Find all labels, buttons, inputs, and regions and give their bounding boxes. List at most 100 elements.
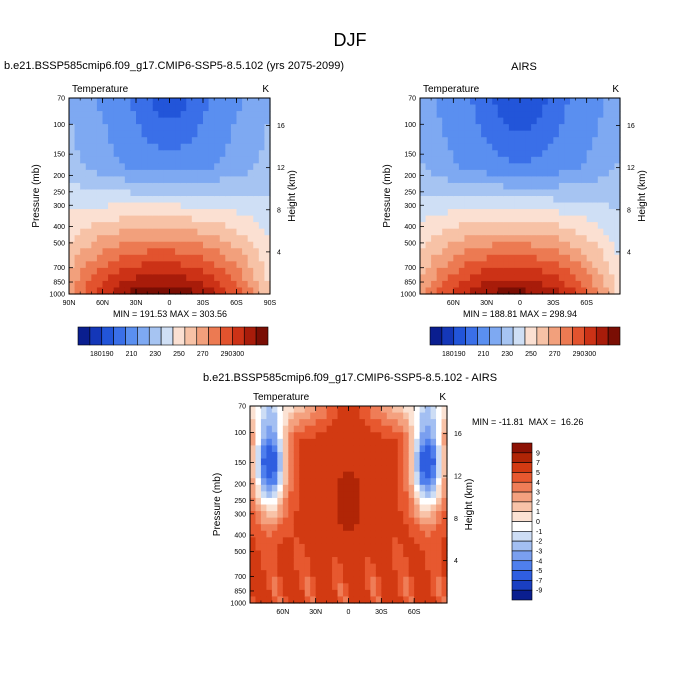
heatmap-cell <box>247 104 254 112</box>
heatmap-cell <box>436 254 443 262</box>
heatmap-cell <box>386 465 393 473</box>
heatmap-cell <box>175 189 182 197</box>
heatmap-cell <box>332 517 339 525</box>
heatmap-cell <box>337 412 344 420</box>
heatmap-cell <box>497 130 504 138</box>
heatmap-cell <box>370 491 377 499</box>
heatmap-cell <box>592 163 599 171</box>
heatmap-cell <box>197 156 204 164</box>
heatmap-cell <box>575 222 582 230</box>
heatmap-cell <box>113 215 120 223</box>
heatmap-cell <box>152 222 159 230</box>
heatmap-cell <box>386 583 393 591</box>
heatmap-cell <box>102 104 109 112</box>
heatmap-cell <box>260 406 268 414</box>
heatmap-cell <box>442 222 449 230</box>
heatmap-cell <box>197 130 204 138</box>
heatmap-cell <box>288 524 295 532</box>
heatmap-cell <box>315 432 322 440</box>
heatmap-cell <box>141 222 148 230</box>
panel-obs-stats: MIN = 188.81 MAX = 298.94 <box>463 309 577 319</box>
heatmap-cell <box>425 196 432 204</box>
heatmap-cell <box>163 143 171 151</box>
heatmap-cell <box>337 491 344 499</box>
heatmap-cell <box>475 98 482 106</box>
heatmap-cell <box>553 209 560 217</box>
heatmap-cell <box>408 419 415 427</box>
heatmap-cell <box>419 557 426 565</box>
figure-title: DJF <box>333 30 367 50</box>
heatmap-cell <box>359 517 366 525</box>
heatmap-cell <box>481 222 488 230</box>
heatmap-cell <box>208 130 215 138</box>
heatmap-cell <box>475 287 482 295</box>
heatmap-cell <box>266 596 273 604</box>
heatmap-cell <box>453 254 460 262</box>
heatmap-cell <box>74 169 81 177</box>
heatmap-cell <box>481 254 488 262</box>
heatmap-cell <box>326 524 333 532</box>
heatmap-cell <box>186 169 193 177</box>
heatmap-cell <box>277 451 284 460</box>
heatmap-cell <box>481 189 488 197</box>
heatmap-cell <box>547 143 554 151</box>
heatmap-cell <box>277 484 284 492</box>
heatmap-cell <box>197 117 204 125</box>
heatmap-cell <box>414 563 421 571</box>
heatmap-cell <box>447 235 454 243</box>
heatmap-cell <box>136 274 143 282</box>
colorbar-box <box>441 326 455 346</box>
height-tick-label: 12 <box>277 165 285 172</box>
heatmap-cell <box>441 419 448 427</box>
heatmap-cell <box>96 254 104 262</box>
heatmap-cell <box>152 196 159 204</box>
heatmap-cell <box>436 451 443 460</box>
heatmap-cell <box>197 150 204 158</box>
heatmap-cell <box>581 267 588 275</box>
heatmap-cell <box>96 280 104 289</box>
heatmap-cell <box>564 215 571 223</box>
heatmap-cell <box>542 182 549 191</box>
heatmap-cell <box>299 524 306 532</box>
heatmap-cell <box>419 484 426 492</box>
heatmap-cell <box>147 137 154 145</box>
heatmap-cell <box>425 111 432 119</box>
heatmap-cell <box>147 280 154 289</box>
heatmap-cell <box>85 241 92 249</box>
heatmap-cell <box>326 576 333 584</box>
heatmap-cell <box>581 124 588 132</box>
heatmap-cell <box>581 235 588 243</box>
heatmap-cell <box>470 189 477 197</box>
heatmap-cell <box>69 261 76 269</box>
heatmap-cell <box>536 235 543 243</box>
heatmap-cell <box>242 261 249 269</box>
heatmap-cell <box>326 550 333 558</box>
heatmap-cell <box>431 280 438 289</box>
heatmap-cell <box>414 550 421 558</box>
heatmap-cell <box>392 451 399 460</box>
heatmap-cell <box>230 235 238 243</box>
heatmap-cell <box>136 182 143 191</box>
heatmap-cell <box>299 517 306 525</box>
heatmap-cell <box>208 156 215 164</box>
heatmap-cell <box>547 215 554 223</box>
heatmap-cell <box>197 248 204 256</box>
heatmap-cell <box>553 235 560 243</box>
heatmap-cell <box>414 589 421 598</box>
heatmap-cell <box>359 576 366 584</box>
heatmap-cell <box>315 596 322 604</box>
heatmap-cell <box>264 202 271 210</box>
heatmap-cell <box>230 163 238 171</box>
heatmap-cell <box>310 537 317 545</box>
heatmap-cell <box>304 412 311 420</box>
heatmap-cell <box>364 583 371 591</box>
heatmap-cell <box>481 209 488 217</box>
heatmap-cell <box>558 150 566 158</box>
heatmap-cell <box>203 182 210 191</box>
heatmap-cell <box>197 143 204 151</box>
heatmap-cell <box>425 241 432 249</box>
heatmap-cell <box>458 137 466 145</box>
heatmap-cell <box>414 419 421 427</box>
heatmap-cell <box>130 280 137 289</box>
heatmap-cell <box>403 412 410 420</box>
